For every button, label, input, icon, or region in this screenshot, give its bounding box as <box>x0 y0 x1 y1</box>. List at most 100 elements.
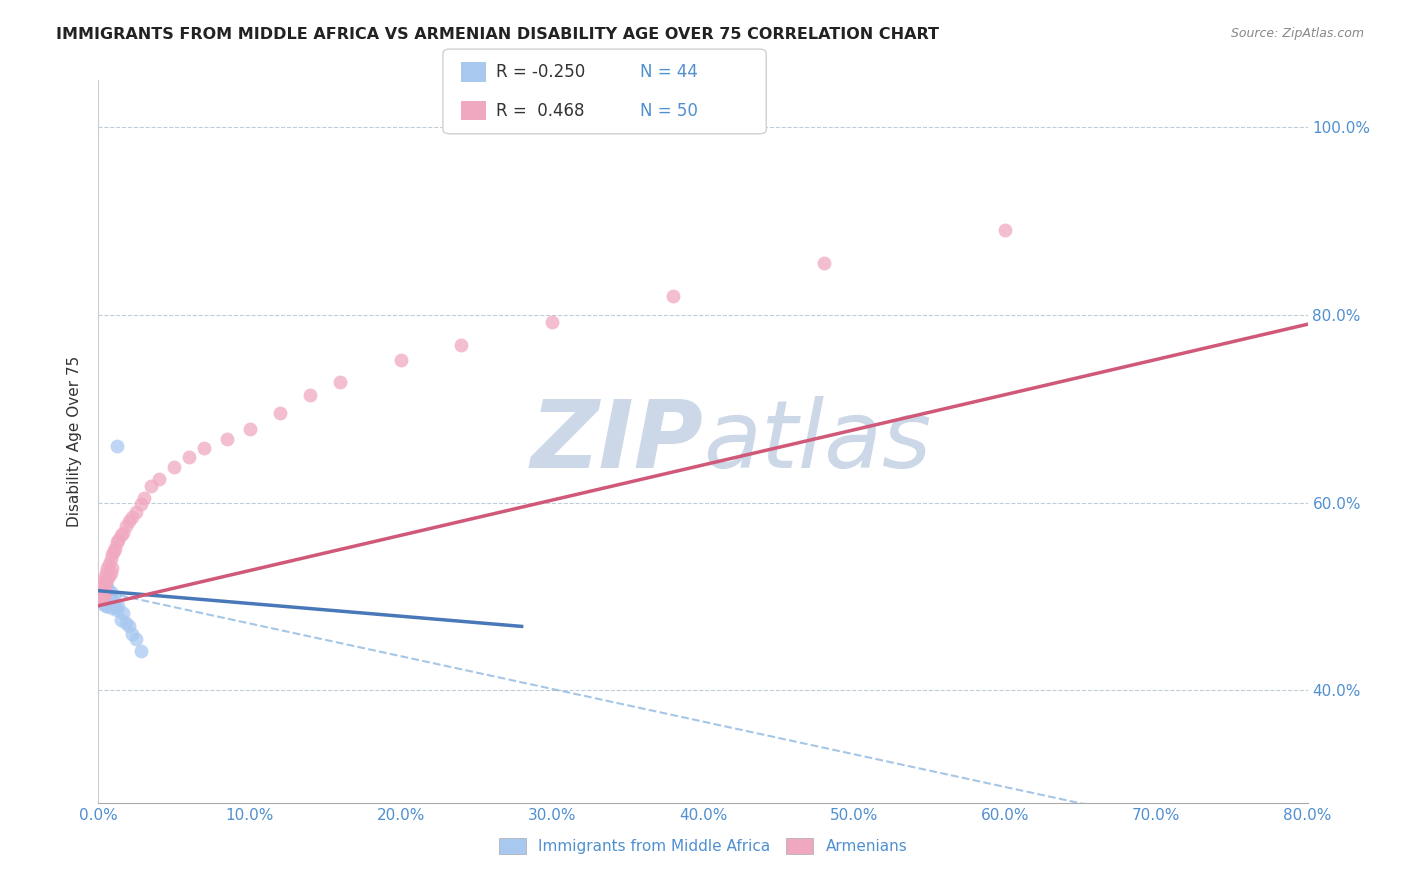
Point <box>91 582 114 596</box>
Point <box>100 551 122 566</box>
Point <box>813 256 835 270</box>
Point <box>93 590 115 604</box>
Point <box>110 613 132 627</box>
Point <box>90 583 112 598</box>
Point <box>661 289 683 303</box>
Point <box>98 568 121 582</box>
Point <box>94 575 117 590</box>
Point <box>101 547 124 561</box>
Point <box>96 590 118 604</box>
Point <box>100 594 122 608</box>
Point <box>148 472 170 486</box>
Point <box>96 573 118 587</box>
Point <box>90 580 112 594</box>
Point <box>89 587 111 601</box>
Point <box>91 575 114 590</box>
Point <box>110 528 132 542</box>
Point <box>91 597 114 611</box>
Point <box>93 580 115 594</box>
Point <box>93 590 115 604</box>
Point <box>103 599 125 613</box>
Text: R =  0.468: R = 0.468 <box>496 102 585 120</box>
Point <box>96 599 118 613</box>
Point <box>103 590 125 604</box>
Point <box>111 525 134 540</box>
Point <box>90 594 112 608</box>
Point <box>91 584 114 599</box>
Point <box>118 619 141 633</box>
Text: IMMIGRANTS FROM MIDDLE AFRICA VS ARMENIAN DISABILITY AGE OVER 75 CORRELATION CHA: IMMIGRANTS FROM MIDDLE AFRICA VS ARMENIA… <box>56 27 939 42</box>
Point <box>91 594 114 608</box>
Point <box>94 584 117 599</box>
Text: Source: ZipAtlas.com: Source: ZipAtlas.com <box>1230 27 1364 40</box>
Point <box>94 580 117 594</box>
Point <box>90 586 112 600</box>
Point <box>89 590 111 604</box>
Point <box>101 600 124 615</box>
Point <box>105 603 128 617</box>
Point <box>125 632 148 646</box>
Point <box>94 599 117 613</box>
Point <box>329 376 352 390</box>
Point <box>101 561 124 575</box>
Point <box>179 450 201 465</box>
Point <box>129 644 152 658</box>
Point <box>163 459 186 474</box>
Point <box>994 223 1017 237</box>
Point <box>105 439 128 453</box>
Point <box>98 594 121 608</box>
Text: N = 44: N = 44 <box>640 63 697 81</box>
Point <box>100 584 122 599</box>
Point <box>111 607 134 621</box>
Text: atlas: atlas <box>703 396 931 487</box>
Point <box>94 566 117 580</box>
Point <box>118 514 141 528</box>
Point <box>141 478 163 492</box>
Point <box>121 509 143 524</box>
Point <box>91 591 114 605</box>
Point <box>89 584 111 599</box>
Point <box>98 557 121 571</box>
Point <box>107 599 129 613</box>
Point <box>269 406 291 420</box>
Point <box>103 544 125 558</box>
Point <box>93 594 115 608</box>
Point <box>450 338 472 352</box>
Point <box>125 505 148 519</box>
Point <box>94 591 117 606</box>
Text: N = 50: N = 50 <box>640 102 697 120</box>
Point <box>193 441 215 455</box>
Point <box>100 566 122 580</box>
Point <box>114 519 136 533</box>
Legend: Immigrants from Middle Africa, Armenians: Immigrants from Middle Africa, Armenians <box>492 832 914 860</box>
Point <box>104 599 127 613</box>
Point <box>101 590 124 604</box>
Point <box>89 590 111 604</box>
Point <box>93 571 115 585</box>
Point <box>540 315 562 329</box>
Point <box>90 580 112 594</box>
Point <box>91 587 114 601</box>
Point <box>215 432 238 446</box>
Point <box>104 541 127 555</box>
Text: ZIP: ZIP <box>530 395 703 488</box>
Point <box>93 582 115 596</box>
Point <box>96 561 118 575</box>
Point <box>90 592 112 607</box>
Point <box>96 580 118 594</box>
Point <box>90 591 112 606</box>
Point <box>239 422 262 436</box>
Point <box>94 584 117 599</box>
Point <box>129 497 152 511</box>
Point <box>299 387 322 401</box>
Y-axis label: Disability Age Over 75: Disability Age Over 75 <box>67 356 83 527</box>
Point <box>107 533 129 547</box>
Point <box>91 590 114 604</box>
Point <box>98 584 121 599</box>
Text: R = -0.250: R = -0.250 <box>496 63 585 81</box>
Point <box>90 587 112 601</box>
Point <box>121 627 143 641</box>
Point <box>89 591 111 606</box>
Point <box>132 491 155 505</box>
Point <box>389 352 412 367</box>
